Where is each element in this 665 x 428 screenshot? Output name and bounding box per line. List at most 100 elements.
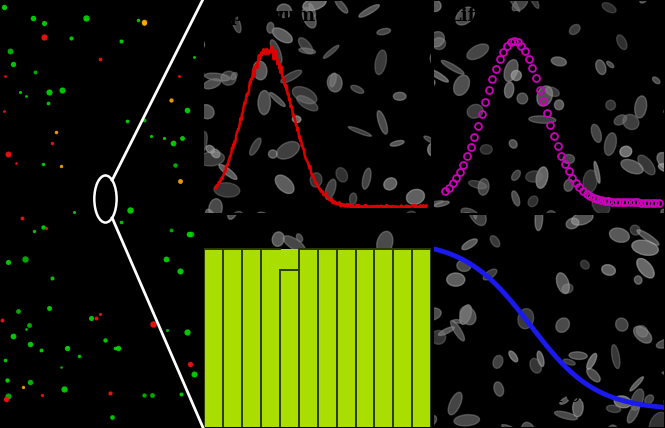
Ellipse shape: [518, 309, 533, 329]
Ellipse shape: [327, 74, 342, 92]
Bar: [204, 249, 431, 427]
Point: [0, 357, 10, 364]
Ellipse shape: [231, 72, 237, 80]
Point: [36, 347, 47, 354]
Ellipse shape: [490, 236, 500, 247]
Ellipse shape: [471, 198, 476, 219]
Point: [15, 88, 25, 95]
Ellipse shape: [424, 136, 435, 143]
Ellipse shape: [377, 111, 388, 134]
Ellipse shape: [530, 0, 539, 9]
Ellipse shape: [323, 45, 339, 58]
Point: [138, 116, 149, 123]
Ellipse shape: [583, 170, 597, 193]
Point: [47, 274, 57, 281]
Ellipse shape: [366, 381, 375, 392]
Ellipse shape: [656, 338, 665, 348]
Point: [42, 100, 53, 107]
Ellipse shape: [556, 318, 569, 332]
Ellipse shape: [428, 80, 435, 88]
Ellipse shape: [422, 308, 441, 321]
Ellipse shape: [661, 209, 665, 232]
Ellipse shape: [616, 318, 628, 331]
Ellipse shape: [587, 369, 600, 382]
Ellipse shape: [569, 352, 587, 360]
Ellipse shape: [297, 95, 318, 111]
Point: [186, 230, 197, 237]
Point: [17, 215, 27, 222]
Ellipse shape: [362, 168, 371, 189]
Ellipse shape: [614, 115, 626, 125]
Point: [30, 69, 41, 76]
Ellipse shape: [198, 397, 213, 416]
Ellipse shape: [555, 100, 564, 110]
Point: [37, 392, 47, 399]
Point: [166, 227, 176, 234]
Ellipse shape: [362, 423, 378, 428]
Ellipse shape: [637, 259, 654, 278]
Point: [116, 38, 126, 45]
Point: [57, 86, 67, 93]
Text: Lifetime: Lifetime: [448, 7, 532, 25]
Ellipse shape: [557, 273, 569, 294]
Ellipse shape: [394, 92, 406, 100]
Point: [39, 34, 49, 41]
Ellipse shape: [610, 228, 629, 242]
Ellipse shape: [456, 7, 474, 25]
Ellipse shape: [483, 269, 497, 280]
Ellipse shape: [649, 412, 665, 428]
Ellipse shape: [310, 173, 322, 187]
Point: [38, 223, 49, 230]
Ellipse shape: [461, 213, 479, 232]
Ellipse shape: [420, 415, 437, 428]
Ellipse shape: [604, 133, 616, 155]
Ellipse shape: [430, 50, 443, 66]
Ellipse shape: [632, 240, 658, 256]
Ellipse shape: [530, 358, 541, 373]
Ellipse shape: [271, 40, 282, 63]
Point: [188, 54, 199, 60]
Ellipse shape: [214, 183, 240, 197]
Ellipse shape: [569, 24, 580, 35]
Ellipse shape: [362, 332, 374, 342]
Point: [113, 344, 124, 351]
Point: [18, 383, 29, 390]
Point: [59, 386, 69, 393]
Text: FCS: FCS: [553, 388, 594, 406]
Point: [28, 14, 39, 21]
Ellipse shape: [536, 167, 548, 188]
Ellipse shape: [606, 61, 614, 68]
Ellipse shape: [546, 87, 559, 96]
Point: [94, 311, 105, 318]
Ellipse shape: [434, 134, 450, 152]
Ellipse shape: [621, 160, 643, 174]
Ellipse shape: [351, 85, 364, 93]
Ellipse shape: [563, 155, 575, 163]
Ellipse shape: [643, 202, 653, 210]
Point: [11, 160, 21, 166]
Ellipse shape: [405, 211, 416, 221]
Ellipse shape: [652, 77, 660, 84]
Ellipse shape: [284, 334, 296, 348]
Ellipse shape: [630, 225, 640, 235]
Ellipse shape: [293, 86, 317, 104]
Point: [1, 376, 12, 383]
Point: [47, 140, 57, 147]
Ellipse shape: [546, 211, 557, 224]
Point: [116, 219, 127, 226]
Point: [56, 363, 66, 370]
Ellipse shape: [511, 170, 521, 181]
Ellipse shape: [616, 35, 627, 50]
Point: [90, 315, 101, 322]
Ellipse shape: [535, 208, 543, 231]
Ellipse shape: [196, 67, 204, 78]
Point: [132, 16, 143, 23]
Point: [23, 321, 34, 328]
Ellipse shape: [637, 230, 659, 245]
Ellipse shape: [442, 60, 464, 74]
Ellipse shape: [342, 388, 353, 400]
Ellipse shape: [525, 171, 543, 182]
Ellipse shape: [493, 355, 503, 369]
Ellipse shape: [469, 181, 487, 189]
Ellipse shape: [206, 146, 215, 153]
